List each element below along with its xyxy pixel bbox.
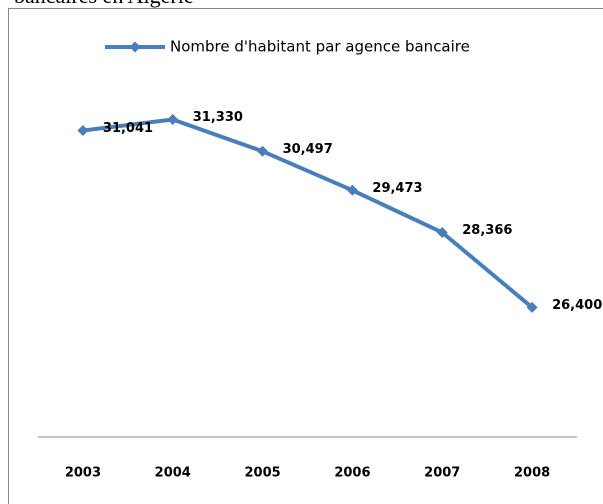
data-label: 26,400 [552,298,602,313]
x-tick-label: 2008 [514,466,550,481]
data-point [346,184,358,196]
data-label: 31,330 [193,110,243,125]
legend-label: Nombre d'habitant par agence bancaire [170,38,470,56]
data-point [526,301,538,313]
data-point [77,125,89,137]
data-label: 29,473 [372,181,422,196]
chart-border [8,8,603,504]
x-tick-label: 2006 [334,466,370,481]
data-label: 31,041 [103,121,153,136]
data-label: 30,497 [283,142,333,157]
x-tick-label: 2003 [65,466,101,481]
data-label: 28,366 [462,223,512,238]
data-point [167,114,179,126]
data-point [436,226,448,238]
x-tick-label: 2005 [244,466,280,481]
data-line [82,117,534,309]
legend-marker [129,41,141,53]
x-tick-label: 2004 [155,466,191,481]
x-tick-label: 2007 [424,466,460,481]
caption: bancaires en Algérie [14,0,194,8]
data-point [257,145,269,157]
